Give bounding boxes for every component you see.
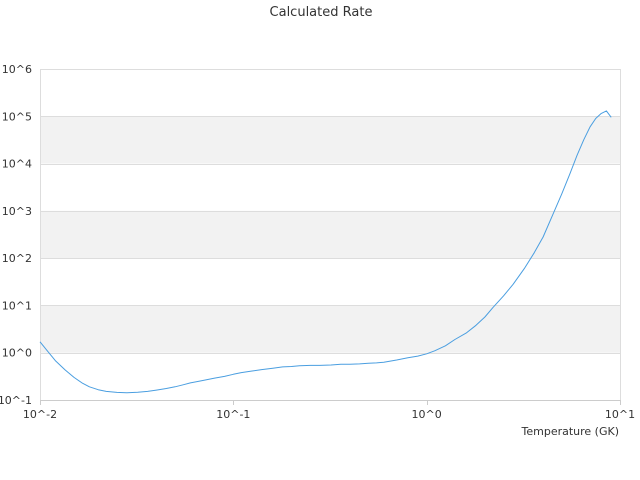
x-tick-label: 10^-2	[23, 408, 57, 421]
x-axis-label: Temperature (GK)	[521, 425, 620, 438]
series-layer	[39, 110, 612, 394]
y-axis-ticks: 10^6 10^5 10^4 10^3 10^2 10^1 10^0 10^-1	[0, 63, 32, 407]
grid-lines	[40, 69, 620, 401]
x-tick-label: 10^0	[412, 408, 442, 421]
y-tick-label: 10^0	[2, 347, 32, 360]
y-tick-label: 10^2	[2, 252, 32, 265]
grid-bands	[40, 116, 620, 353]
y-tick-label: 10^6	[2, 63, 32, 76]
x-axis-ticks: 10^-2 10^-1 10^0 10^1	[23, 400, 635, 421]
chart-title: Calculated Rate	[270, 5, 373, 20]
y-tick-label: 10^3	[2, 205, 32, 218]
x-tick-label: 10^1	[605, 408, 635, 421]
x-tick-label: 10^-1	[216, 408, 250, 421]
series-line	[39, 110, 612, 394]
y-tick-label: 10^1	[2, 299, 32, 312]
grid-band	[40, 116, 620, 164]
grid-band	[40, 305, 620, 353]
y-tick-label: 10^-1	[0, 394, 32, 407]
y-tick-label: 10^5	[2, 110, 32, 123]
grid-band	[40, 210, 620, 259]
y-tick-label: 10^4	[2, 158, 32, 171]
